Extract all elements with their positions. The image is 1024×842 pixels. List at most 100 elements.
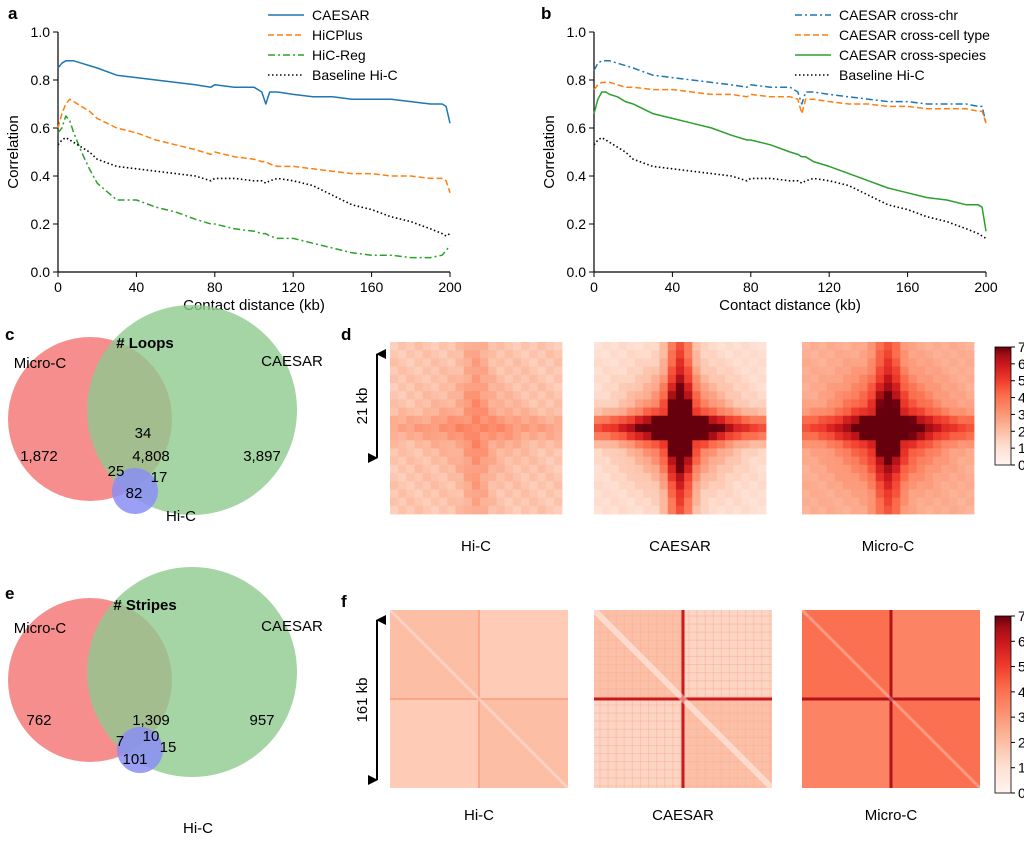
heatmap-cell — [626, 473, 636, 482]
heatmap-cell — [447, 497, 456, 507]
heatmap-cell — [610, 505, 619, 515]
heatmap-cell — [430, 505, 440, 515]
heatmap-cell — [398, 391, 407, 400]
heatmap-cell — [757, 423, 767, 433]
heatmap-cell — [439, 366, 448, 376]
heatmap-cell — [810, 432, 819, 441]
heatmap-cell — [406, 432, 415, 441]
heatmap-cell — [659, 350, 669, 359]
heatmap-cell — [692, 382, 701, 392]
heatmap-cell — [521, 399, 530, 408]
heatmap-cell — [643, 423, 652, 433]
heatmap-cell — [916, 497, 926, 507]
heatmap-cell — [810, 505, 819, 515]
heatmap-cell — [545, 489, 555, 499]
heatmap-cell — [859, 464, 868, 474]
heatmap-cell — [496, 407, 506, 417]
heatmap-cell — [521, 497, 530, 507]
heatmap-cell — [545, 505, 555, 515]
heatmap-cell — [455, 473, 465, 482]
heatmap-cell — [949, 366, 959, 376]
heatmap-cell — [455, 456, 465, 466]
heatmap-cell — [842, 366, 852, 376]
heatmap-cell — [618, 342, 628, 351]
heatmap-cell — [626, 440, 636, 449]
heatmap-cell — [504, 399, 514, 408]
heatmap-cell — [916, 423, 926, 433]
heatmap-cell — [414, 415, 424, 425]
heatmap-cell — [643, 407, 652, 417]
heatmap-cell — [692, 489, 701, 499]
heatmap-cell — [422, 456, 432, 466]
heatmap-cell — [675, 497, 685, 507]
heatmap-cell — [949, 481, 959, 490]
heatmap-cell — [488, 342, 497, 351]
heatmap-cell — [716, 423, 726, 433]
heatmap-cell — [496, 481, 506, 490]
heatmap-cell — [941, 366, 950, 376]
heatmap-cell — [716, 464, 726, 474]
heatmap-cell — [716, 350, 726, 359]
heatmap-cell — [455, 358, 465, 367]
heatmap-cell — [667, 489, 677, 499]
heatmap-cell — [802, 423, 811, 433]
heatmap-cell — [618, 423, 628, 433]
heatmap-cell — [924, 423, 934, 433]
heatmap-cell — [684, 415, 693, 425]
heatmap-cell — [643, 432, 652, 441]
heatmap-cell — [675, 505, 685, 515]
heatmap-cell — [455, 448, 465, 458]
heatmap-cell — [651, 382, 660, 392]
heatmap-cell — [965, 448, 975, 458]
heatmap-cell — [406, 342, 415, 351]
heatmap-cell — [842, 342, 852, 351]
heatmap-cell — [810, 481, 819, 490]
heatmap-cell — [553, 342, 563, 351]
heatmap-cell — [949, 473, 959, 482]
heatmap-cell — [725, 505, 734, 515]
heatmap-cell — [545, 391, 555, 400]
x-axis-label: Contact distance (kb) — [719, 297, 861, 314]
heatmap-cell — [892, 407, 901, 417]
heatmap-cell — [900, 489, 909, 499]
heatmap-cell — [908, 464, 918, 474]
heatmap-cell — [875, 374, 885, 384]
heatmap-cell — [900, 391, 909, 400]
heatmap-cell — [594, 342, 603, 351]
heatmap-cell — [553, 440, 563, 449]
heatmap-cell — [537, 407, 547, 417]
colorbar-tick-label: 2 — [1018, 734, 1024, 750]
heatmap-cell — [634, 358, 644, 367]
heatmap-cell — [725, 473, 734, 482]
heatmap-cell — [741, 350, 751, 359]
heatmap-cell — [414, 350, 424, 359]
heatmap-cell — [537, 374, 547, 384]
heatmap-cell — [842, 440, 852, 449]
heatmap-cell — [512, 342, 522, 351]
heatmap-cell — [810, 358, 819, 367]
heatmap-cell — [594, 415, 603, 425]
heatmap-cell — [634, 497, 644, 507]
colorbar-tick-label: 6 — [1018, 356, 1024, 372]
heatmap-cell — [610, 399, 619, 408]
heatmap-cell — [512, 440, 522, 449]
heatmap-cell — [643, 358, 652, 367]
heatmap-cell — [618, 382, 628, 392]
heatmap-cell — [875, 481, 885, 490]
heatmap-cell — [455, 391, 465, 400]
heatmap-cell — [941, 473, 950, 482]
heatmap-cell — [733, 505, 742, 515]
heatmap-cell — [924, 497, 934, 507]
heatmap-cell — [422, 350, 432, 359]
heatmap-cell — [675, 407, 685, 417]
panel-letter-b: b — [541, 4, 551, 23]
heatmap-caesar — [591, 607, 775, 791]
heatmap-cell — [512, 456, 522, 466]
heatmap-cell — [618, 505, 628, 515]
heatmap-cell — [545, 358, 555, 367]
heatmap-cell — [700, 342, 710, 351]
heatmap-cell — [618, 374, 628, 384]
heatmap-cell — [463, 505, 473, 515]
heatmap-cell — [529, 497, 538, 507]
heatmap-cell — [488, 358, 497, 367]
